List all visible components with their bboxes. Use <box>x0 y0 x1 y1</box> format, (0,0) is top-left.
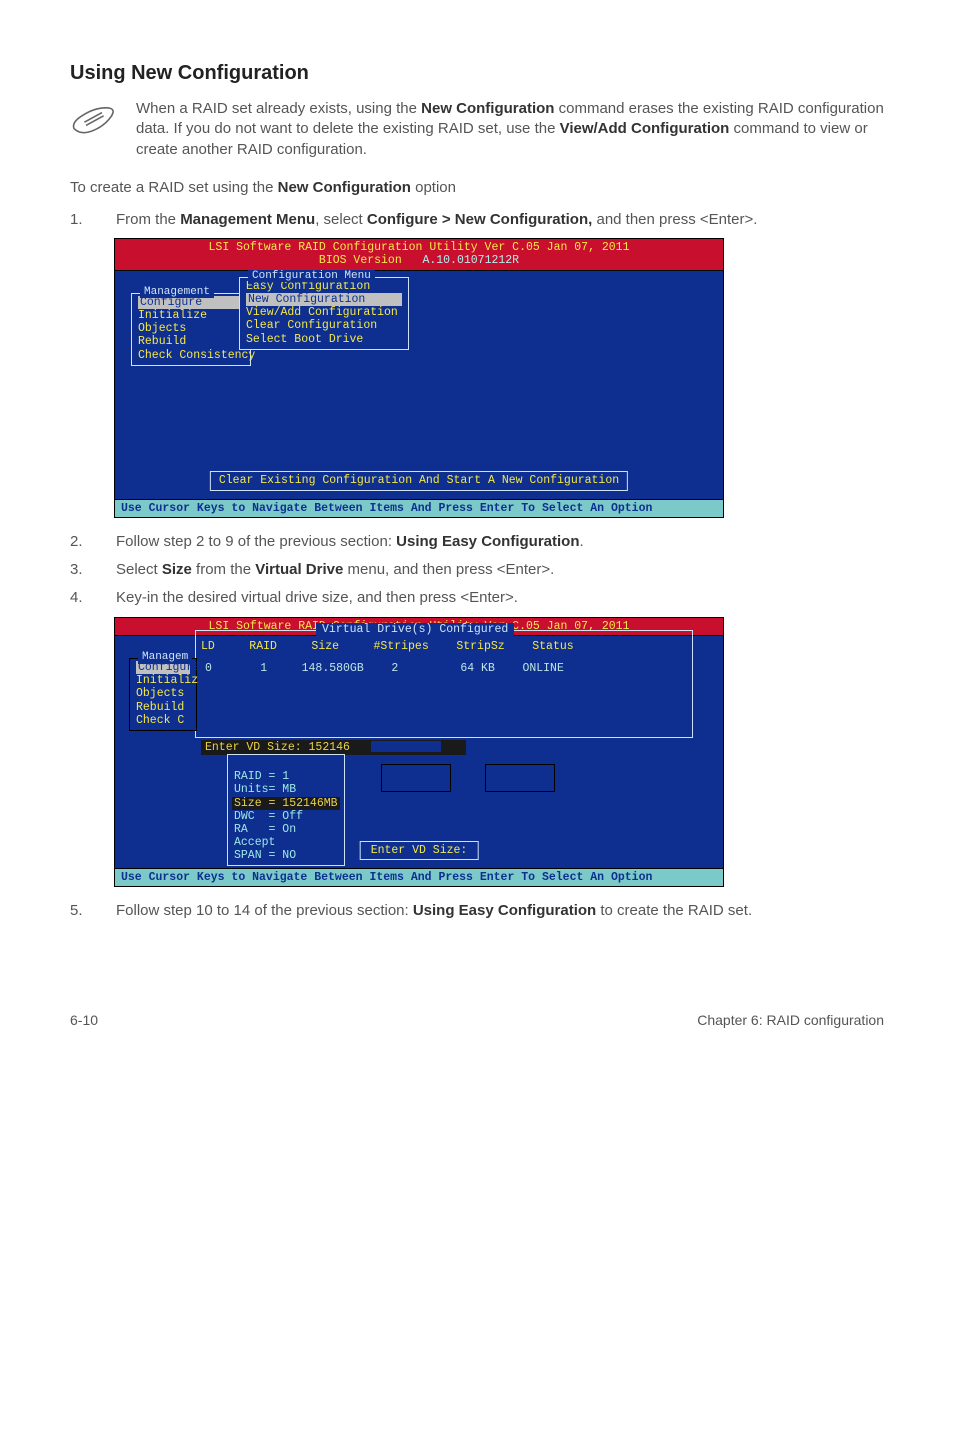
step-3: 3. Select Size from the Virtual Drive me… <box>70 560 884 580</box>
bios-screenshot-2: LSI Software RAID Configuration Utility … <box>114 617 724 887</box>
bios1-hint: Clear Existing Configuration And Start A… <box>210 471 628 490</box>
note-p1: When a RAID set already exists, using th… <box>136 100 421 117</box>
bios1-cfg-legend: Configuration Menu <box>248 270 375 283</box>
bios1-footer: Use Cursor Keys to Navigate Between Item… <box>115 499 723 517</box>
bios2-vd-row: 0 1 148.580GB 2 64 KB ONLINE <box>205 662 683 675</box>
bios2-entervd-hint: Enter VD Size: <box>360 841 479 860</box>
s5-p1: Follow step 10 to 14 of the previous sec… <box>116 902 413 919</box>
page-footer-right: Chapter 6: RAID configuration <box>697 1011 884 1030</box>
step-1: 1. From the Management Menu, select Conf… <box>70 210 884 230</box>
bios2-param-accept[interactable]: Accept <box>234 836 275 849</box>
bios2-entry-label: Enter VD Size: <box>205 741 309 754</box>
intro-para: To create a RAID set using the New Confi… <box>70 178 884 198</box>
bios1-cfg-new[interactable]: New Configuration <box>246 293 402 306</box>
s1-b1: Management Menu <box>180 211 315 228</box>
bios-screenshot-1: LSI Software RAID Configuration Utility … <box>114 238 724 518</box>
s1-p2: , select <box>315 211 367 228</box>
bios1-mgmt-initialize[interactable]: Initialize <box>138 309 244 322</box>
s3-p3: menu, and then press <Enter>. <box>343 561 554 578</box>
bios1-mgmt-frame: Management Configure Initialize Objects … <box>131 293 251 366</box>
bios2-mgmt-legend: Managem <box>138 651 192 664</box>
bios2-params-frame: RAID = 1 Units= MB Size = 152146MBDWC = … <box>227 754 345 866</box>
s5-b1: Using Easy Configuration <box>413 902 596 919</box>
bios2-vd-legend: Virtual Drive(s) Configured <box>316 623 514 636</box>
bios2-param-units[interactable]: Units= MB <box>234 783 296 796</box>
bios2-param-ra[interactable]: RA = On <box>234 823 296 836</box>
note-icon <box>70 99 118 139</box>
bios2-param-raid[interactable]: RAID = 1 <box>234 770 289 783</box>
bios2-mgmt-objects[interactable]: Objects <box>136 687 190 700</box>
bios2-decor-box-2 <box>485 764 555 792</box>
bios2-param-span[interactable]: SPAN = NO <box>234 849 296 862</box>
step-5-num: 5. <box>70 901 94 921</box>
bios1-title1: LSI Software RAID Configuration Utility … <box>209 241 630 254</box>
bios2-mgmt-check[interactable]: Check C <box>136 714 190 727</box>
section-heading: Using New Configuration <box>70 60 884 87</box>
bios1-title2b: A.10.01071212R <box>422 254 519 267</box>
step-2-num: 2. <box>70 532 94 552</box>
s2-b1: Using Easy Configuration <box>396 533 579 550</box>
bios2-entry-bar[interactable]: Enter VD Size: 152146 <box>201 740 466 755</box>
bios1-mgmt-rebuild[interactable]: Rebuild <box>138 335 244 348</box>
step-5-text: Follow step 10 to 14 of the previous sec… <box>116 901 884 921</box>
bios1-cfg-frame: Configuration Menu Easy Configuration Ne… <box>239 277 409 350</box>
bios2-mgmt-initialize[interactable]: Initializ <box>136 674 190 687</box>
bios2-mgmt-frame: Managem Configure Initializ Objects Rebu… <box>129 658 197 731</box>
step-4-text: Key-in the desired virtual drive size, a… <box>116 588 884 608</box>
s1-p1: From the <box>116 211 180 228</box>
note-text: When a RAID set already exists, using th… <box>136 99 884 160</box>
note-block: When a RAID set already exists, using th… <box>70 99 884 160</box>
bios1-mgmt-check[interactable]: Check Consistency <box>138 349 244 362</box>
bios2-decor-box-1 <box>381 764 451 792</box>
step-3-num: 3. <box>70 560 94 580</box>
bios2-footer: Use Cursor Keys to Navigate Between Item… <box>115 868 723 886</box>
s3-p2: from the <box>192 561 255 578</box>
bios2-entry-value: 152146 <box>309 741 350 754</box>
step-3-text: Select Size from the Virtual Drive menu,… <box>116 560 884 580</box>
step-5: 5. Follow step 10 to 14 of the previous … <box>70 901 884 921</box>
s1-p3: and then press <Enter>. <box>592 211 757 228</box>
s3-b2: Virtual Drive <box>255 561 343 578</box>
s5-p2: to create the RAID set. <box>596 902 752 919</box>
bios2-vd-header: LD RAID Size #Stripes StripSz Status <box>201 640 683 653</box>
intro-p2: option <box>411 179 456 196</box>
bios1-cfg-viewadd[interactable]: View/Add Configuration <box>246 306 402 319</box>
s3-b1: Size <box>162 561 192 578</box>
step-4: 4. Key-in the desired virtual drive size… <box>70 588 884 608</box>
bios1-cfg-boot[interactable]: Select Boot Drive <box>246 333 402 346</box>
page-footer-left: 6-10 <box>70 1011 98 1030</box>
intro-b1: New Configuration <box>278 179 411 196</box>
step-4-num: 4. <box>70 588 94 608</box>
step-2: 2. Follow step 2 to 9 of the previous se… <box>70 532 884 552</box>
bios2-mgmt-rebuild[interactable]: Rebuild <box>136 701 190 714</box>
s2-p1: Follow step 2 to 9 of the previous secti… <box>116 533 396 550</box>
bios2-param-size[interactable]: Size = 152146MB <box>232 797 340 810</box>
bios1-cfg-clear[interactable]: Clear Configuration <box>246 319 402 332</box>
s2-p2: . <box>580 533 584 550</box>
s1-b2: Configure > New Configuration, <box>367 211 592 228</box>
bios1-title2a: BIOS Version <box>319 254 423 267</box>
bios1-mgmt-objects[interactable]: Objects <box>138 322 244 335</box>
note-b1: New Configuration <box>421 100 554 117</box>
s3-p1: Select <box>116 561 162 578</box>
step-1-text: From the Management Menu, select Configu… <box>116 210 884 230</box>
bios1-mgmt-legend: Management <box>140 286 214 299</box>
intro-p1: To create a RAID set using the <box>70 179 278 196</box>
note-b2: View/Add Configuration <box>560 120 730 137</box>
bios2-param-dwc[interactable]: DWC = Off <box>234 810 303 823</box>
bios2-entry-blank <box>371 741 441 752</box>
bios1-body: Management Configure Initialize Objects … <box>115 271 723 499</box>
page-footer: 6-10 Chapter 6: RAID configuration <box>70 1011 884 1030</box>
bios1-titlebar: LSI Software RAID Configuration Utility … <box>115 239 723 270</box>
step-1-num: 1. <box>70 210 94 230</box>
bios2-body: Virtual Drive(s) Configured LD RAID Size… <box>115 636 723 868</box>
step-2-text: Follow step 2 to 9 of the previous secti… <box>116 532 884 552</box>
